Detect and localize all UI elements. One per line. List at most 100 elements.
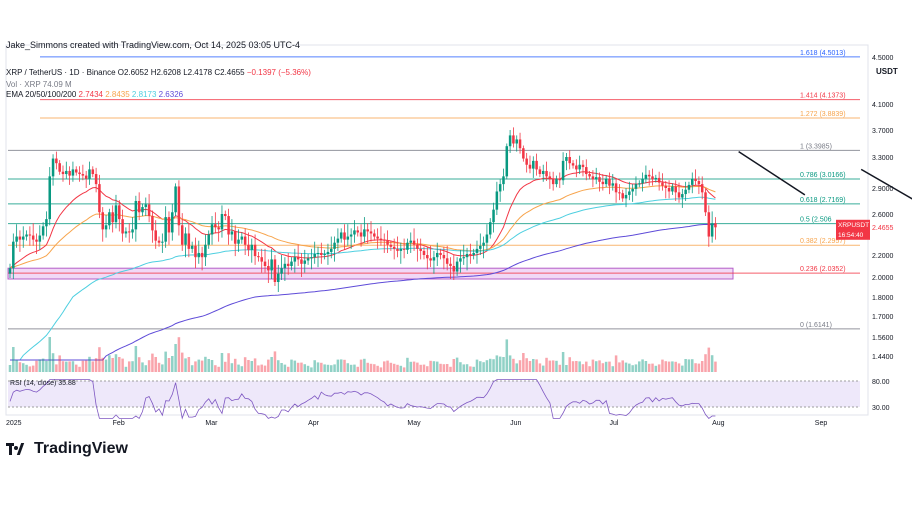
candle-body	[333, 242, 336, 249]
candle-body	[445, 258, 449, 264]
volume-bar	[31, 365, 35, 372]
volume-bar	[681, 365, 684, 372]
candle-body	[12, 241, 15, 269]
volume-bar	[654, 365, 658, 372]
volume-bar	[594, 361, 598, 372]
candle-body	[210, 224, 214, 235]
brand-name: TradingView	[34, 440, 128, 457]
volume-bar	[532, 359, 535, 372]
candle-body	[237, 239, 240, 244]
candle-body	[647, 174, 651, 177]
candle-body	[376, 236, 379, 239]
candle-body	[492, 209, 495, 223]
candle-body	[306, 258, 310, 261]
candle-body	[591, 176, 595, 180]
x-tick-label: May	[407, 420, 421, 427]
candle-body	[323, 253, 326, 255]
volume-bar	[207, 359, 210, 372]
volume-bar	[127, 361, 131, 372]
candle-body	[154, 230, 157, 241]
volume-bar	[180, 352, 184, 372]
volume-bar	[392, 363, 396, 372]
ohlc-change: −0.1397 (−5.36%)	[246, 68, 311, 77]
volume-bar	[187, 357, 191, 372]
candle-body	[369, 231, 373, 234]
fib-label: 0.382 (2.2957)	[800, 238, 846, 245]
ema-legend[interactable]: EMA 20/50/100/200 2.7434 2.8435 2.8173 2…	[6, 90, 183, 99]
candle-body	[571, 163, 575, 166]
candle-body	[15, 236, 18, 242]
volume-bar	[217, 366, 220, 372]
candle-body	[654, 177, 658, 180]
tradingview-logo[interactable]: TradingView	[6, 440, 128, 458]
volume-bar	[502, 357, 505, 372]
volume-legend[interactable]: Vol · XRP 74.09 M	[6, 80, 72, 89]
y-tick-label: 4.5000	[872, 55, 894, 62]
volume-bar	[601, 363, 605, 372]
candle-body	[601, 181, 605, 185]
candle-body	[336, 238, 340, 243]
candle-body	[691, 178, 694, 185]
candle-body	[71, 169, 75, 176]
candle-body	[687, 184, 691, 190]
volume-bar	[452, 359, 456, 372]
volume-bar	[409, 361, 413, 372]
volume-bar	[81, 360, 85, 372]
volume-bar	[12, 347, 15, 372]
volume-bar	[227, 353, 230, 372]
volume-bar	[412, 361, 416, 372]
fib-label: 0.5 (2.506	[800, 217, 832, 224]
y-tick-label: 1.4400	[872, 354, 894, 361]
volume-bar	[445, 364, 449, 372]
candle-body	[558, 178, 562, 181]
candle-body	[161, 241, 164, 243]
candle-body	[131, 229, 134, 233]
x-tick-label: Mar	[205, 420, 218, 427]
candle-body	[704, 192, 707, 213]
rsi-line	[9, 379, 716, 420]
y-tick-label: 4.1000	[872, 102, 894, 109]
volume-bar	[280, 363, 283, 372]
axis-currency: USDT	[876, 67, 898, 76]
candle-body	[167, 217, 171, 233]
volume-bar	[621, 360, 624, 372]
ema20-value: 2.7434	[78, 90, 103, 99]
candle-body	[406, 242, 409, 250]
candle-body	[495, 191, 499, 210]
candle-body	[190, 245, 194, 249]
candle-body	[565, 157, 568, 161]
volume-bar	[38, 359, 42, 372]
symbol-legend[interactable]: XRP / TetherUS · 1D · Binance O2.6052 H2…	[6, 68, 311, 77]
volume-bar	[200, 360, 204, 372]
candle-body	[465, 253, 469, 258]
candle-body	[641, 178, 644, 184]
volume-bar	[548, 360, 552, 372]
candle-body	[300, 259, 303, 264]
candle-body	[522, 148, 525, 159]
volume-bar	[677, 363, 681, 372]
volume-bar	[316, 362, 320, 372]
price-tag-value: 2.4655	[872, 225, 894, 232]
volume-bar	[303, 364, 307, 372]
y-tick-label: 1.7000	[872, 314, 894, 321]
fib-label: 1.618 (4.5013)	[800, 50, 846, 57]
volume-bar	[472, 366, 475, 372]
volume-bar	[45, 360, 48, 372]
volume-bar	[147, 360, 151, 372]
price-tag-countdown: 16:54:40	[838, 232, 864, 239]
candle-body	[207, 234, 210, 245]
volume-bar	[356, 366, 360, 372]
volume-bar	[641, 359, 644, 372]
candle-body	[124, 231, 128, 234]
candle-body	[412, 240, 416, 245]
volume-bar	[661, 359, 664, 372]
candle-body	[677, 192, 681, 198]
candle-body	[528, 164, 532, 169]
vol-line: Vol · XRP	[6, 80, 41, 89]
candle-body	[555, 178, 558, 185]
volume-bar	[161, 364, 164, 372]
candle-body	[714, 223, 717, 228]
volume-bar	[465, 364, 469, 372]
volume-bar	[495, 355, 499, 372]
